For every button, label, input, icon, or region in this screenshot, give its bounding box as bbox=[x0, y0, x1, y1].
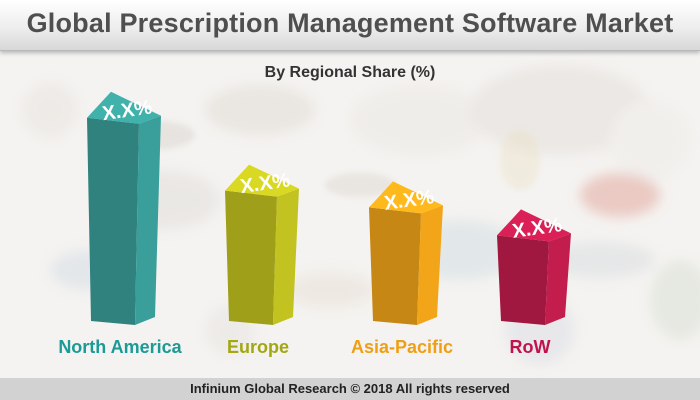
copyright-text: Infinium Global Research © 2018 All righ… bbox=[190, 381, 510, 396]
page-title: Global Prescription Management Software … bbox=[26, 8, 674, 38]
bar-front-row bbox=[497, 235, 549, 325]
chart-subtitle: By Regional Share (%) bbox=[264, 64, 436, 81]
category-label: North America bbox=[58, 337, 182, 357]
bar-front-asia-pacific bbox=[369, 207, 421, 325]
category-label: Europe bbox=[227, 337, 289, 357]
footer-bar: Infinium Global Research © 2018 All righ… bbox=[0, 378, 700, 400]
title-bar: Global Prescription Management Software … bbox=[0, 0, 700, 51]
bar-side-row bbox=[545, 233, 571, 325]
category-label: Asia-Pacific bbox=[351, 337, 453, 357]
bar-top-north-america bbox=[87, 91, 161, 124]
bar-side-asia-pacific bbox=[417, 205, 443, 325]
bar-top-row bbox=[497, 209, 571, 242]
bar-top-asia-pacific bbox=[369, 181, 443, 214]
bar-front-europe bbox=[225, 190, 277, 325]
bar-front-north-america bbox=[87, 117, 139, 325]
category-label: RoW bbox=[510, 337, 551, 357]
bar-top-europe bbox=[225, 164, 299, 197]
bar-side-europe bbox=[273, 188, 299, 325]
bar-side-north-america bbox=[135, 115, 161, 325]
